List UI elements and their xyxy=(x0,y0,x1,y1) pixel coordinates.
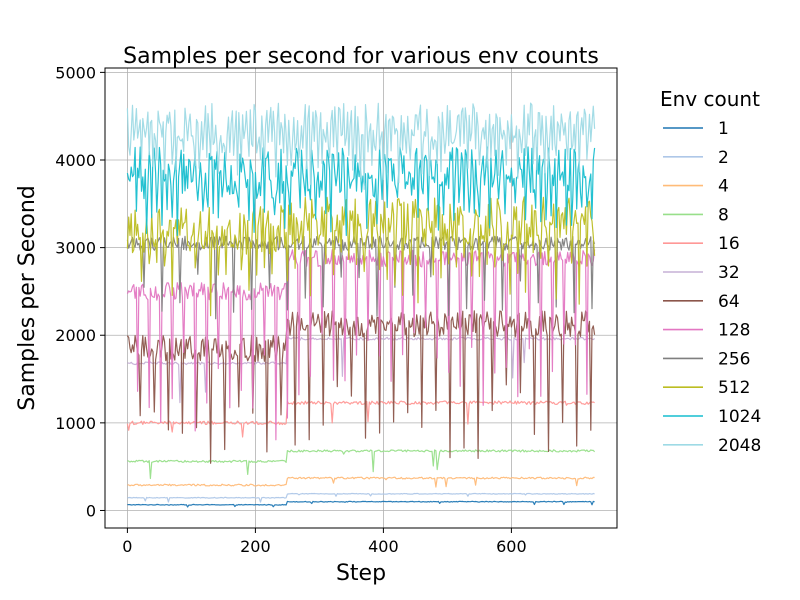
x-tick-label: 0 xyxy=(122,537,132,556)
series-line-16 xyxy=(126,400,595,438)
y-tick-label: 4000 xyxy=(55,151,96,170)
x-axis-ticks: 0 200 400 600 xyxy=(122,528,527,556)
series-line-8 xyxy=(127,449,596,480)
legend: Env count 1 2 4 8 16 32 64 128 256 512 1024 2048 xyxy=(660,87,761,456)
series-line-2048 xyxy=(126,102,596,190)
series-line-128 xyxy=(126,249,596,441)
legend-label: 256 xyxy=(718,349,750,369)
x-tick-label: 400 xyxy=(368,537,399,556)
legend-item-1: 1 xyxy=(663,119,729,139)
legend-label: 64 xyxy=(718,292,740,312)
y-tick-label: 2000 xyxy=(55,326,96,345)
legend-label: 4 xyxy=(718,177,729,197)
legend-item-2: 2 xyxy=(663,148,729,168)
legend-label: 16 xyxy=(718,234,740,254)
y-tick-label: 3000 xyxy=(55,239,96,258)
legend-label: 1 xyxy=(718,119,729,139)
y-tick-label: 0 xyxy=(86,501,96,520)
legend-item-256: 256 xyxy=(663,349,750,369)
x-axis-label: Step xyxy=(336,561,386,586)
legend-label: 32 xyxy=(718,263,740,283)
legend-item-64: 64 xyxy=(663,292,740,312)
legend-item-16: 16 xyxy=(663,234,740,254)
series-line-64 xyxy=(126,310,596,464)
x-tick-label: 600 xyxy=(496,537,527,556)
legend-label: 128 xyxy=(718,321,750,341)
plot-frame xyxy=(104,67,618,529)
y-axis-ticks: 0 1000 2000 3000 4000 5000 xyxy=(55,63,105,520)
legend-item-4: 4 xyxy=(663,177,729,197)
legend-item-8: 8 xyxy=(663,205,729,225)
series-line-2 xyxy=(127,492,595,503)
legend-item-2048: 2048 xyxy=(663,436,761,456)
series-lines xyxy=(126,102,596,508)
legend-label: 2048 xyxy=(718,436,761,456)
legend-item-128: 128 xyxy=(663,321,750,341)
x-gridlines xyxy=(127,68,512,528)
legend-label: 512 xyxy=(718,378,750,398)
series-line-4 xyxy=(127,476,595,488)
series-line-512 xyxy=(126,196,596,317)
legend-item-1024: 1024 xyxy=(663,407,761,427)
y-axis-label: Samples per Second xyxy=(15,185,40,410)
y-tick-label: 1000 xyxy=(55,414,96,433)
series-line-1 xyxy=(127,500,595,508)
legend-label: 1024 xyxy=(718,407,761,427)
y-tick-label: 5000 xyxy=(55,63,96,82)
chart-title: Samples per second for various env count… xyxy=(123,44,599,69)
legend-label: 2 xyxy=(718,148,729,168)
x-tick-label: 200 xyxy=(240,537,271,556)
legend-label: 8 xyxy=(718,205,729,225)
series-line-1024 xyxy=(126,146,596,237)
legend-item-512: 512 xyxy=(663,378,750,398)
legend-item-32: 32 xyxy=(663,263,740,283)
legend-title: Env count xyxy=(660,87,760,111)
